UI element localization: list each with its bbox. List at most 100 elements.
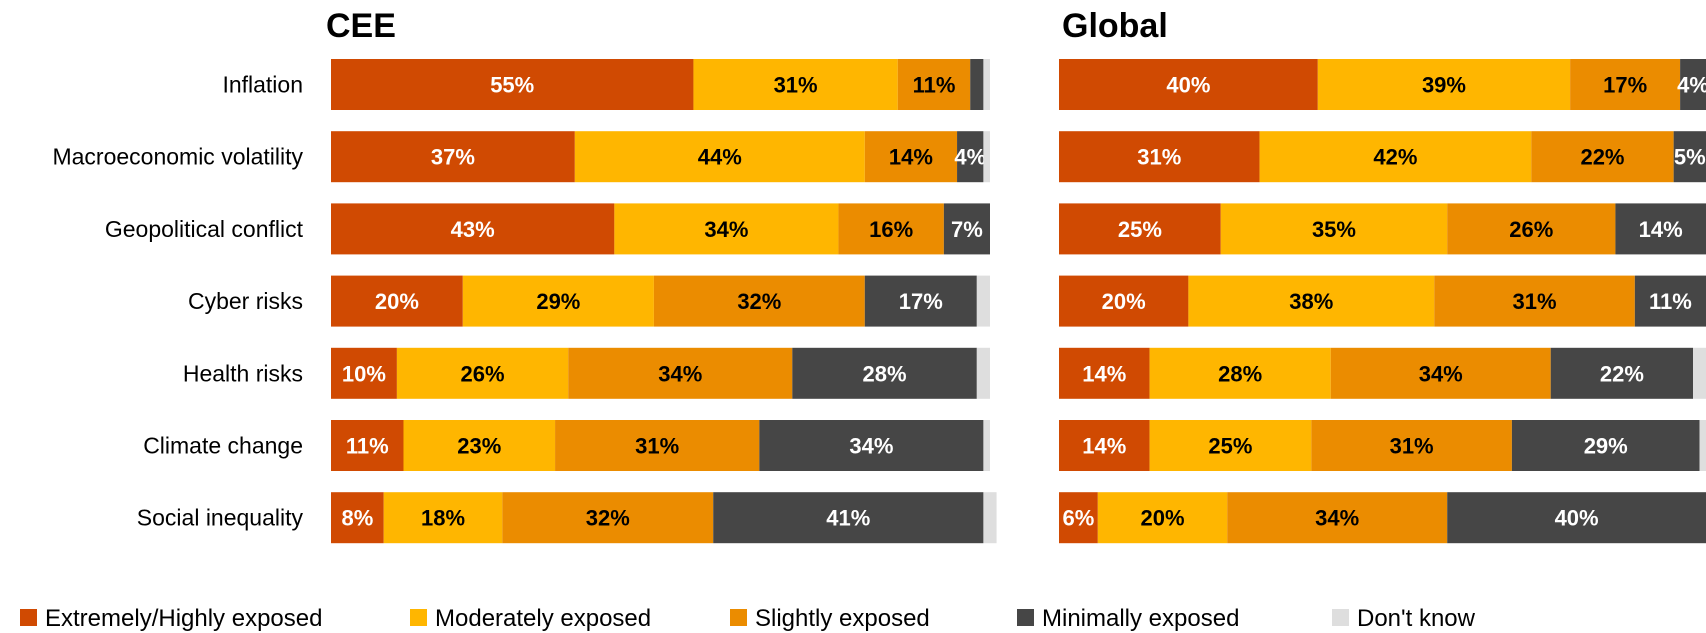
data-label: 23%: [457, 434, 501, 459]
category-label: Inflation: [222, 72, 303, 98]
data-label: 20%: [1140, 506, 1184, 531]
data-label: 5%: [1674, 145, 1706, 170]
data-label: 29%: [1584, 434, 1628, 459]
bar-segment: [838, 203, 944, 255]
bar-segment: [331, 131, 575, 183]
panel-cee: 55% 31% 11% 37% 44% 14% 4% 43% 34% 16% 7% 20% 29% 32%…: [331, 59, 997, 544]
data-label: 8%: [341, 506, 373, 531]
bar-segment: [1059, 275, 1189, 327]
bar-segment: [970, 59, 984, 110]
bar-segment: [1570, 59, 1681, 110]
bar-segment: [502, 492, 714, 544]
data-label: 25%: [1208, 434, 1252, 459]
data-label: 28%: [1218, 361, 1262, 386]
data-label: 6%: [1063, 506, 1095, 531]
bar-segment: [331, 203, 615, 255]
legend-label: Slightly exposed: [755, 605, 930, 632]
data-label: 34%: [658, 361, 702, 386]
data-label: 17%: [1603, 73, 1647, 98]
legend-label: Minimally exposed: [1042, 605, 1239, 632]
bar-segment: [1447, 492, 1706, 544]
data-label: 31%: [1513, 289, 1557, 314]
panel-global: 40% 39% 17% 4% 31% 42% 22% 5% 25% 35% 26% 14% 20% 38%…: [1059, 59, 1706, 544]
data-label: 34%: [1419, 361, 1463, 386]
data-label: 34%: [849, 434, 893, 459]
bar-segment: [574, 131, 865, 183]
category-label: Social inequality: [137, 505, 304, 531]
data-label: 20%: [375, 289, 419, 314]
legend-swatch: [730, 609, 747, 626]
panel-title-global: Global: [1062, 7, 1168, 45]
data-label: 40%: [1166, 73, 1210, 98]
bar-segment: [693, 59, 898, 110]
bar-segment: [1330, 347, 1551, 399]
bar-segment: [1059, 131, 1260, 183]
data-label: 4%: [1677, 73, 1706, 98]
bar-segment: [976, 275, 990, 327]
bar-segment: [1634, 275, 1706, 327]
bar-segment: [1059, 203, 1221, 255]
data-label: 26%: [461, 361, 505, 386]
bar-segment: [1149, 420, 1312, 471]
bar-segment: [1317, 59, 1571, 110]
bar-segment: [331, 492, 384, 544]
bar-segment: [759, 420, 984, 471]
legend-label: Don't know: [1357, 605, 1476, 632]
bar-segment: [1149, 347, 1331, 399]
data-label: 14%: [889, 145, 933, 170]
data-label: 7%: [951, 217, 983, 242]
bar-segment: [1220, 203, 1448, 255]
category-labels: Inflation Macroeconomic volatility Geopoli…: [52, 72, 303, 531]
bar-segment: [331, 347, 397, 399]
bar-segment: [1059, 492, 1098, 544]
data-label: 34%: [1315, 506, 1359, 531]
data-label: 18%: [421, 506, 465, 531]
bar-segment: [1699, 420, 1706, 471]
legend-swatch: [1332, 609, 1349, 626]
bar-segment: [1227, 492, 1448, 544]
bar-segment: [1673, 131, 1706, 183]
bar-segment: [331, 59, 694, 110]
data-label: 55%: [490, 73, 534, 98]
data-label: 31%: [1390, 434, 1434, 459]
bar-segment: [568, 347, 793, 399]
data-label: 14%: [1082, 434, 1126, 459]
data-label: 39%: [1422, 73, 1466, 98]
data-label: 38%: [1289, 289, 1333, 314]
bar-segment: [976, 347, 990, 399]
data-label: 28%: [863, 361, 907, 386]
data-label: 14%: [1082, 361, 1126, 386]
legend-label: Moderately exposed: [435, 605, 651, 632]
legend-swatch: [20, 609, 37, 626]
bar-segment: [1311, 420, 1512, 471]
bar-segment: [1434, 275, 1635, 327]
bar-segment: [331, 275, 463, 327]
data-label: 32%: [586, 506, 630, 531]
bar-segment: [555, 420, 760, 471]
bar-segment: [943, 203, 990, 255]
legend-label: Extremely/Highly exposed: [45, 605, 322, 632]
data-label: 11%: [346, 434, 389, 459]
data-label: 17%: [899, 289, 943, 314]
data-label: 31%: [1137, 145, 1181, 170]
legend-swatch: [1017, 609, 1034, 626]
bar-segment: [1693, 347, 1706, 399]
panel-title-cee: CEE: [326, 7, 396, 45]
data-label: 10%: [342, 361, 386, 386]
bar-segment: [983, 131, 990, 183]
bar-segment: [1059, 59, 1318, 110]
bar-segment: [1680, 59, 1706, 110]
category-label: Geopolitical conflict: [105, 216, 304, 242]
data-label: 14%: [1639, 217, 1683, 242]
data-label: 25%: [1118, 217, 1162, 242]
bar-segment: [1059, 420, 1150, 471]
bar-segment: [983, 492, 997, 544]
bar-segment: [1447, 203, 1616, 255]
bar-segment: [653, 275, 865, 327]
bar-segment: [1550, 347, 1694, 399]
bar-segment: [1059, 347, 1150, 399]
bar-segment: [897, 59, 971, 110]
data-label: 20%: [1102, 289, 1146, 314]
data-label: 22%: [1600, 361, 1644, 386]
